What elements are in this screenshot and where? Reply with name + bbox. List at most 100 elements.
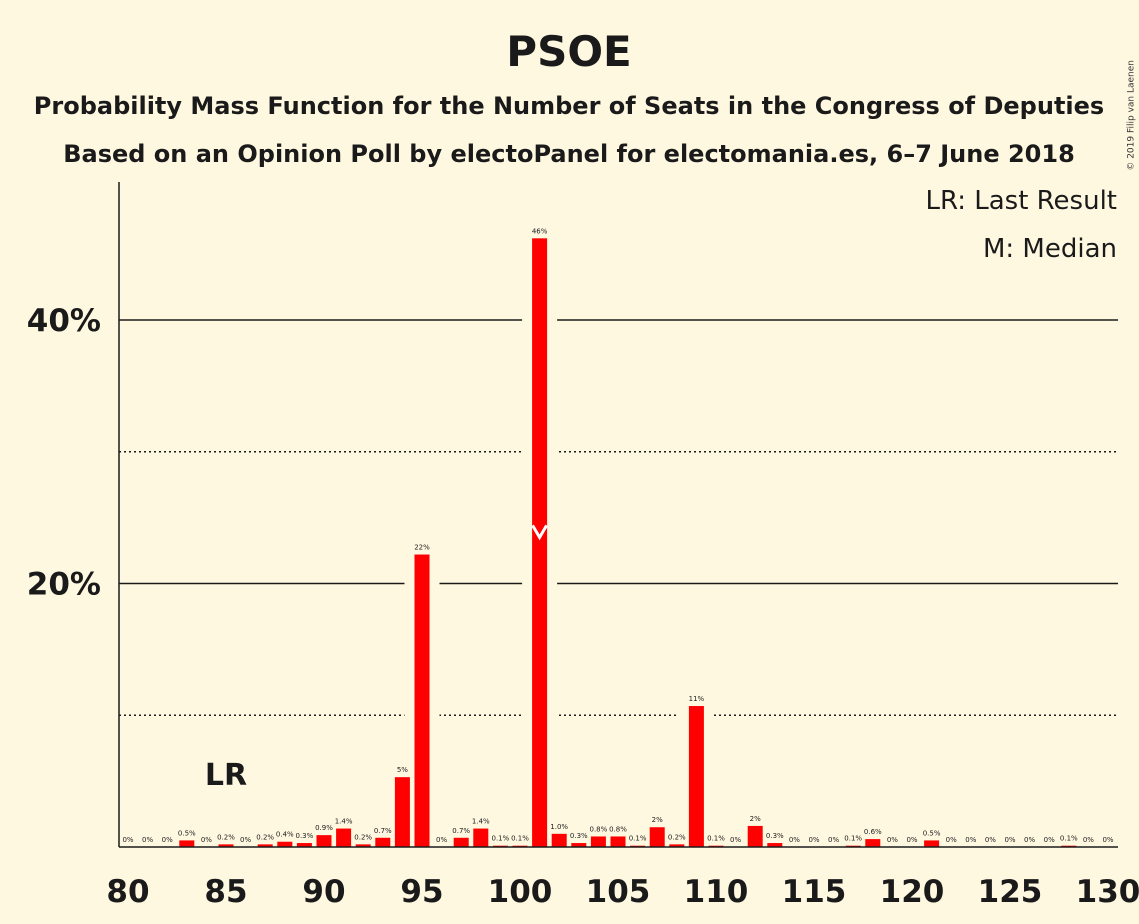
bar-label-91: 1.4%	[335, 818, 353, 826]
bar-label-105: 0.8%	[609, 825, 627, 833]
bar-label-130: 0%	[1102, 836, 1113, 844]
bar-121	[924, 840, 940, 847]
legend-last-result: LR: Last Result	[925, 186, 1117, 216]
bar-label-126: 0%	[1024, 836, 1035, 844]
bar-label-113: 0.3%	[766, 832, 784, 840]
bar-104	[590, 836, 606, 847]
bar-label-94: 5%	[397, 766, 408, 774]
bars-group: LR	[179, 238, 1077, 847]
bar-98	[473, 828, 489, 847]
bar-103	[571, 843, 587, 847]
bar-105	[610, 836, 626, 847]
bar-91	[336, 828, 352, 847]
bar-107	[649, 827, 665, 847]
bar-label-93: 0.7%	[374, 827, 392, 835]
bar-label-104: 0.8%	[590, 825, 608, 833]
bar-label-103: 0.3%	[570, 832, 588, 840]
x-tick-label-90: 90	[302, 874, 345, 910]
chart-title: PSOE	[506, 27, 631, 76]
bar-label-128: 0.1%	[1060, 835, 1078, 843]
bar-label-122: 0%	[946, 836, 957, 844]
bar-label-87: 0.2%	[256, 833, 274, 841]
y-tick-label-20: 20%	[27, 567, 101, 603]
bar-label-106: 0.1%	[629, 835, 647, 843]
last-result-label: LR	[205, 758, 247, 793]
bar-92	[355, 844, 371, 847]
bar-label-109: 11%	[689, 695, 705, 703]
bar-label-82: 0%	[162, 836, 173, 844]
bar-112	[747, 825, 763, 847]
x-tick-label-115: 115	[782, 874, 847, 910]
bar-label-110: 0.1%	[707, 835, 725, 843]
bar-label-102: 1.0%	[550, 823, 568, 831]
bar-label-125: 0%	[1004, 836, 1015, 844]
x-tick-label-130: 130	[1076, 874, 1139, 910]
x-tick-label-95: 95	[400, 874, 443, 910]
bar-93	[375, 837, 391, 847]
bar-label-119: 0%	[887, 836, 898, 844]
bar-109	[688, 706, 704, 847]
bar-label-121: 0.5%	[923, 829, 941, 837]
bar-85	[218, 844, 234, 847]
bar-label-115: 0%	[808, 836, 819, 844]
y-tick-label-40: 40%	[27, 303, 101, 339]
bar-label-97: 0.7%	[452, 827, 470, 835]
chart-subtitle-2: Based on an Opinion Poll by electoPanel …	[63, 140, 1075, 168]
bar-90	[316, 835, 332, 847]
bar-89	[296, 843, 312, 847]
bar-label-117: 0.1%	[844, 835, 862, 843]
chart-subtitle-1: Probability Mass Function for the Number…	[34, 92, 1104, 120]
bar-label-96: 0%	[436, 836, 447, 844]
bar-113	[767, 843, 783, 847]
x-tick-label-85: 85	[204, 874, 247, 910]
bar-87	[257, 844, 273, 847]
x-tick-label-110: 110	[684, 874, 749, 910]
bar-label-81: 0%	[142, 836, 153, 844]
bar-labels-group: 0% 0% 0%0.5%0% 0.2% 0% 0.2% 0.4% 0.3%0.9%1.4%0.…	[122, 227, 1113, 844]
bar-102	[551, 833, 567, 847]
bar-97	[453, 837, 469, 847]
bar-label-99: 0.1%	[492, 835, 510, 843]
x-tick-label-105: 105	[586, 874, 651, 910]
bar-label-116: 0%	[828, 836, 839, 844]
copyright-notice: © 2019 Filip van Laenen	[1127, 60, 1137, 171]
bar-label-98: 1.4%	[472, 818, 490, 826]
bar-label-92: 0.2%	[354, 833, 372, 841]
median-marker	[531, 524, 548, 541]
bar-label-127: 0%	[1044, 836, 1055, 844]
bar-118	[865, 839, 881, 847]
bar-101	[532, 238, 548, 847]
bar-label-84: 0%	[201, 836, 212, 844]
bar-label-118: 0.6%	[864, 828, 882, 836]
bar-83	[179, 840, 195, 847]
x-tick-label-125: 125	[978, 874, 1043, 910]
bar-label-108: 0.2%	[668, 833, 686, 841]
bar-label-83: 0.5%	[178, 829, 196, 837]
bar-label-90: 0.9%	[315, 824, 333, 832]
bar-label-100: 0.1%	[511, 835, 529, 843]
bar-label-123: 0%	[965, 836, 976, 844]
bar-label-95: 22%	[414, 544, 430, 552]
bar-label-80: 0%	[122, 836, 133, 844]
bar-108	[669, 844, 685, 847]
bar-label-114: 0%	[789, 836, 800, 844]
bar-label-85: 0.2%	[217, 833, 235, 841]
bar-label-129: 0%	[1083, 836, 1094, 844]
bar-label-88: 0.4%	[276, 831, 294, 839]
bar-label-107: 2%	[652, 816, 663, 824]
bar-label-101: 46%	[532, 227, 548, 235]
bar-label-86: 0%	[240, 836, 251, 844]
axes-group: 80 85 90 95 100 105 110 115 120 125 130 20% 40%	[27, 182, 1139, 910]
x-tick-label-120: 120	[880, 874, 945, 910]
bar-88	[277, 841, 293, 847]
bar-label-112: 2%	[750, 815, 761, 823]
x-tick-label-100: 100	[488, 874, 553, 910]
legend-median: M: Median	[983, 234, 1117, 264]
bar-94	[394, 777, 410, 847]
bar-label-89: 0.3%	[296, 832, 314, 840]
bar-95	[414, 554, 430, 847]
grid-lines	[119, 238, 1118, 846]
x-tick-label-80: 80	[106, 874, 149, 910]
bar-label-120: 0%	[906, 836, 917, 844]
